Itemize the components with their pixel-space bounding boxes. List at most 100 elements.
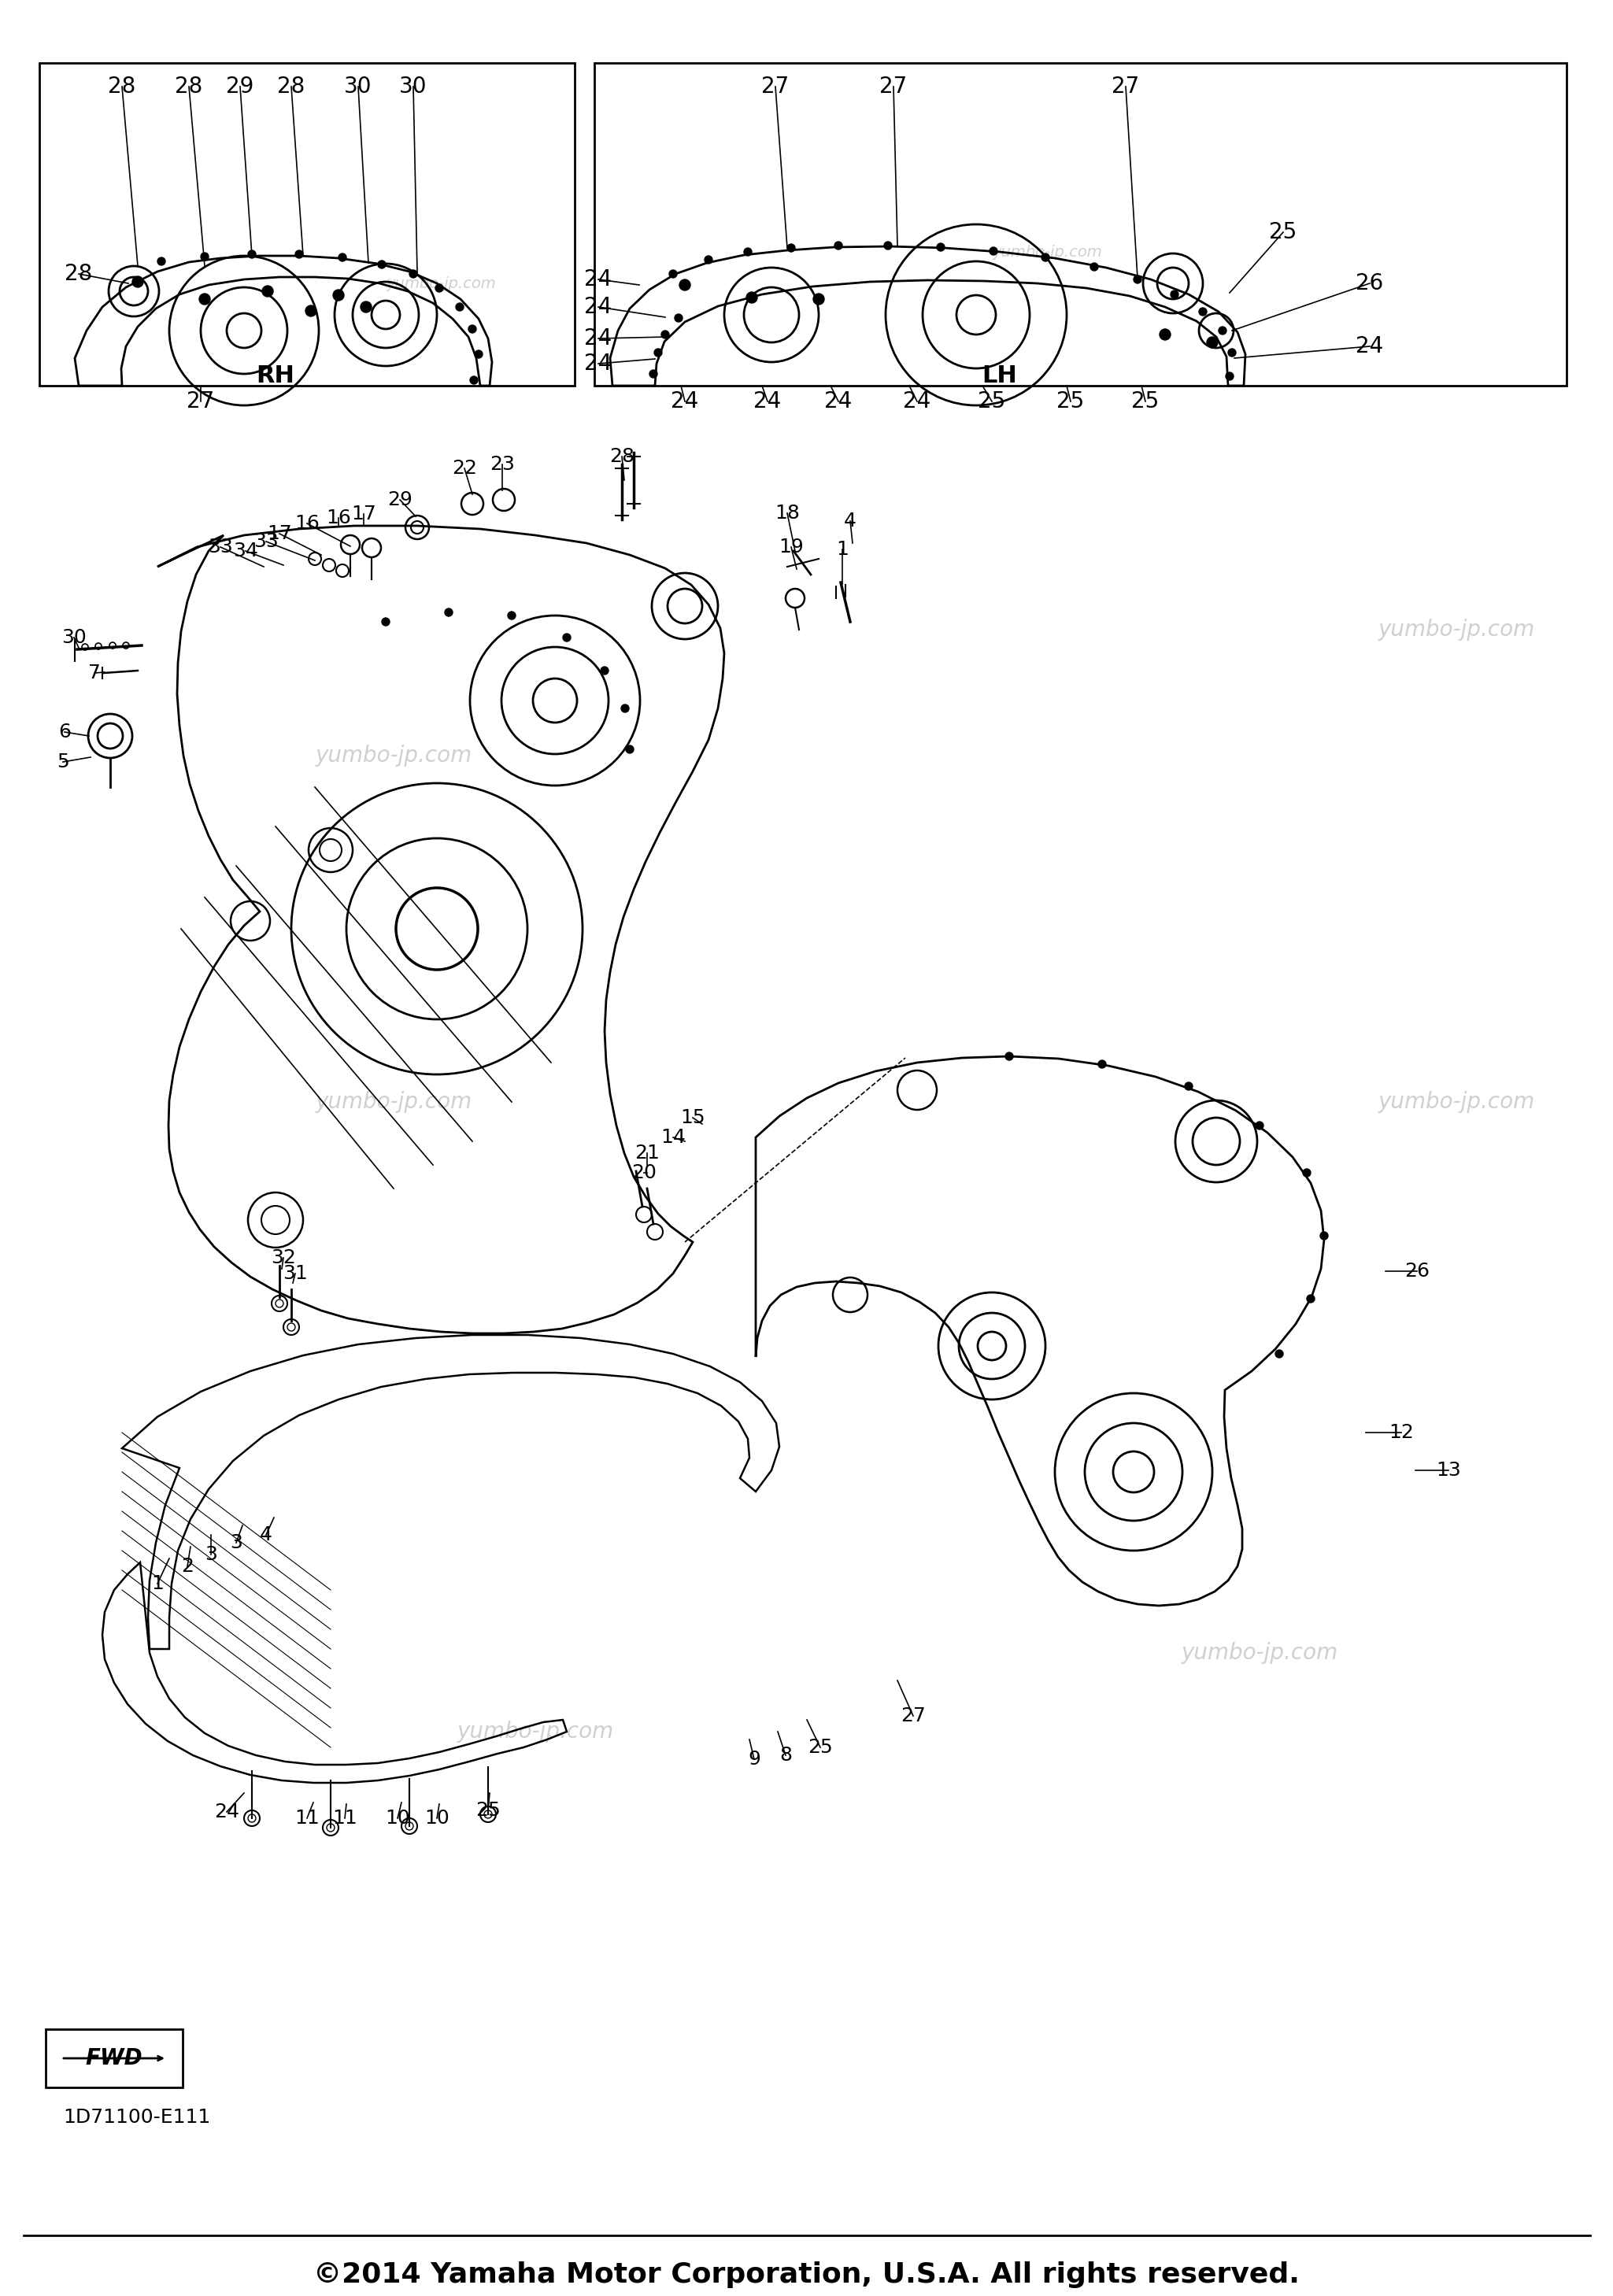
Circle shape (456, 303, 463, 310)
Text: 26: 26 (1405, 1263, 1429, 1281)
Text: 25: 25 (1057, 390, 1084, 413)
Text: 28: 28 (176, 76, 203, 99)
Text: 24: 24 (824, 390, 852, 413)
Circle shape (661, 331, 669, 338)
Text: FWD: FWD (85, 2048, 142, 2069)
Circle shape (1276, 1350, 1284, 1357)
Circle shape (937, 243, 945, 250)
Circle shape (1226, 372, 1234, 381)
Text: 5: 5 (56, 753, 69, 771)
Text: 31: 31 (282, 1265, 308, 1283)
Circle shape (200, 253, 208, 259)
Text: 26: 26 (1357, 273, 1384, 294)
Text: yumbo-jp.com: yumbo-jp.com (315, 744, 473, 767)
Text: 2: 2 (181, 1557, 194, 1575)
Text: 16: 16 (326, 507, 352, 528)
Text: 33: 33 (208, 537, 232, 556)
Text: yumbo-jp.com: yumbo-jp.com (1378, 618, 1534, 641)
Circle shape (1134, 276, 1142, 282)
Circle shape (655, 349, 661, 356)
Circle shape (747, 292, 756, 303)
Text: 24: 24 (1357, 335, 1384, 358)
Text: 3: 3 (205, 1545, 218, 1564)
Text: 21: 21 (634, 1143, 660, 1162)
Text: 12: 12 (1389, 1424, 1413, 1442)
Text: 28: 28 (65, 264, 92, 285)
Circle shape (332, 289, 344, 301)
Text: 24: 24 (584, 296, 613, 317)
Circle shape (787, 243, 795, 253)
Circle shape (248, 250, 256, 257)
Text: 22: 22 (452, 459, 477, 478)
Text: 20: 20 (631, 1164, 656, 1182)
Circle shape (1303, 1169, 1311, 1178)
Text: 10: 10 (424, 1809, 450, 1828)
Circle shape (410, 271, 418, 278)
Text: 27: 27 (900, 1706, 926, 1724)
Circle shape (474, 351, 482, 358)
Circle shape (339, 253, 347, 262)
Circle shape (1319, 1233, 1327, 1240)
Text: 13: 13 (1436, 1460, 1461, 1479)
Text: 4: 4 (260, 1525, 273, 1545)
Text: 16: 16 (295, 514, 319, 533)
Text: 18: 18 (774, 503, 800, 523)
Text: 4: 4 (844, 512, 857, 530)
Text: 10: 10 (386, 1809, 410, 1828)
Text: 8: 8 (779, 1745, 792, 1766)
Text: 27: 27 (187, 390, 215, 413)
Circle shape (834, 241, 842, 250)
Circle shape (813, 294, 824, 305)
Text: LH: LH (982, 365, 1018, 388)
Text: 29: 29 (387, 491, 413, 510)
Text: 1: 1 (836, 540, 848, 558)
Circle shape (158, 257, 165, 266)
Text: 24: 24 (215, 1802, 239, 1821)
Text: ©2014 Yamaha Motor Corporation, U.S.A. All rights reserved.: ©2014 Yamaha Motor Corporation, U.S.A. A… (313, 2262, 1298, 2289)
Text: 28: 28 (108, 76, 135, 99)
Text: 19: 19 (779, 537, 803, 556)
Text: 3: 3 (231, 1534, 242, 1552)
Text: 29: 29 (226, 76, 253, 99)
Circle shape (679, 280, 690, 289)
Text: 24: 24 (753, 390, 781, 413)
Circle shape (1005, 1052, 1013, 1061)
Circle shape (1218, 326, 1226, 335)
Text: 28: 28 (277, 76, 305, 99)
Bar (39, 62, 574, 386)
Text: 24: 24 (584, 328, 613, 349)
Text: 14: 14 (660, 1127, 686, 1146)
Circle shape (650, 370, 658, 379)
Circle shape (626, 746, 634, 753)
Text: yumbo-jp.com: yumbo-jp.com (1378, 1091, 1534, 1114)
Text: RH: RH (256, 365, 295, 388)
Text: 33: 33 (253, 533, 279, 551)
FancyBboxPatch shape (45, 2030, 182, 2087)
Circle shape (1255, 1123, 1263, 1130)
Text: 24: 24 (903, 390, 931, 413)
Text: 30: 30 (344, 76, 373, 99)
Circle shape (469, 377, 477, 383)
Circle shape (361, 301, 371, 312)
Text: 30: 30 (400, 76, 427, 99)
Circle shape (382, 618, 390, 627)
Text: yumbo-jp.com: yumbo-jp.com (386, 276, 495, 292)
Circle shape (884, 241, 892, 250)
Circle shape (468, 326, 476, 333)
Circle shape (132, 276, 144, 287)
Circle shape (1098, 1061, 1107, 1068)
Text: 27: 27 (879, 76, 908, 99)
Circle shape (1307, 1295, 1315, 1302)
Text: 24: 24 (584, 269, 613, 289)
Text: 6: 6 (58, 723, 71, 742)
Text: 30: 30 (61, 629, 87, 647)
Text: 25: 25 (1269, 220, 1297, 243)
Circle shape (305, 305, 316, 317)
Circle shape (563, 634, 571, 641)
Text: 32: 32 (271, 1249, 295, 1267)
Text: yumbo-jp.com: yumbo-jp.com (315, 1091, 473, 1114)
Text: 25: 25 (1132, 390, 1160, 413)
Text: 34: 34 (232, 542, 258, 560)
Text: 11: 11 (295, 1809, 319, 1828)
Circle shape (669, 271, 677, 278)
